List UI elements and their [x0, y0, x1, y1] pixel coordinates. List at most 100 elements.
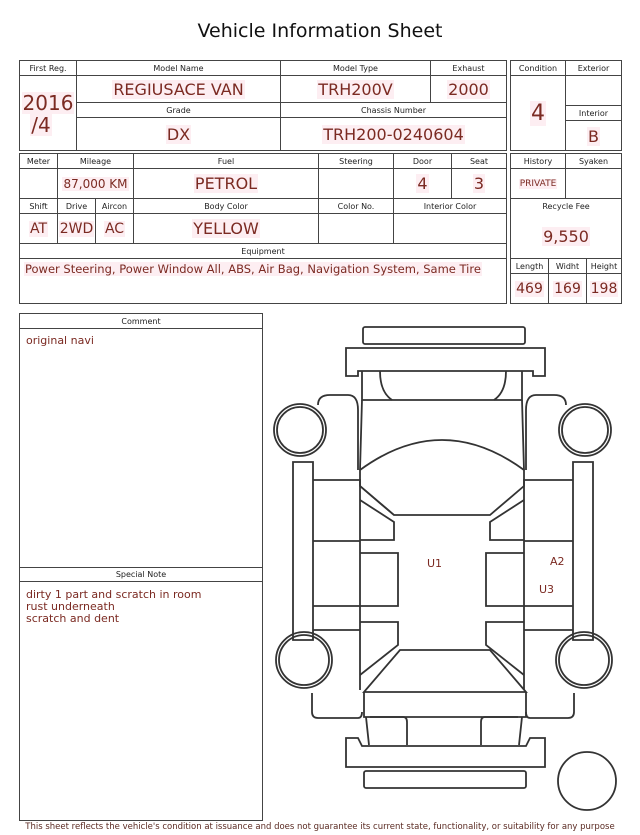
model-name-label: Model Name — [77, 61, 281, 76]
first-reg-month: /4 — [30, 112, 52, 137]
grade-label: Grade — [77, 103, 281, 118]
shift-label: Shift — [20, 199, 58, 214]
aircon-label: Aircon — [96, 199, 134, 214]
basic-info-box: First Reg. 2016 /4 Model Name REGIUSACE … — [19, 60, 507, 151]
rear-left-wheel — [275, 631, 333, 689]
height-value: 198 — [589, 280, 619, 297]
right-doors — [523, 479, 573, 690]
side-sills — [292, 461, 594, 641]
fuel-label: Fuel — [134, 154, 319, 169]
headlights — [379, 370, 507, 401]
meter-label: Meter — [20, 154, 58, 169]
first-reg-year: 2016 — [21, 90, 75, 115]
special-note-line: rust underneath — [26, 600, 115, 613]
interior-color-value — [394, 214, 506, 244]
front-right-wheel — [558, 403, 612, 457]
interior-label: Interior — [566, 106, 621, 121]
front-left-wheel-inner — [276, 406, 324, 454]
color-no-label: Color No. — [319, 199, 394, 214]
damage-mark-u1: U1 — [427, 557, 443, 570]
model-type-label: Model Type — [281, 61, 431, 76]
spec-box: Meter Mileage 87,000 KM Fuel PETROL Stee… — [19, 153, 507, 304]
condition-value: 4 — [511, 76, 566, 151]
length-value: 469 — [511, 274, 549, 303]
comment-label: Comment — [20, 314, 262, 329]
special-note-label: Special Note — [20, 567, 262, 582]
width-value: 169 — [549, 274, 587, 303]
front-bumper — [345, 347, 546, 377]
seat-label: Seat — [452, 154, 506, 169]
width-label: Widht — [549, 259, 587, 274]
length-label: Length — [511, 259, 549, 274]
rear-hatch — [363, 692, 527, 718]
chassis-number-label: Chassis Number — [281, 103, 506, 118]
exhaust-label: Exhaust — [431, 61, 506, 76]
first-reg-value: 2016 /4 — [20, 76, 77, 151]
chassis-number-value: TRH200-0240604 — [322, 125, 465, 144]
interior-color-label: Interior Color — [394, 199, 506, 214]
comment-box: Comment original navi Special Note dirty… — [19, 313, 263, 821]
rear-left-wheel-inner — [278, 634, 330, 686]
history-label: History — [511, 154, 566, 169]
steering-label: Steering — [319, 154, 394, 169]
a-pillars — [359, 399, 525, 471]
damage-mark-u3: U3 — [539, 583, 555, 596]
syaken-value — [566, 169, 621, 199]
condition-label: Condition — [511, 61, 566, 76]
rear-right-wheel-inner — [558, 634, 610, 686]
hood — [361, 371, 523, 401]
meter-value — [20, 169, 58, 199]
door-label: Door — [394, 154, 452, 169]
fuel-value: PETROL — [134, 169, 319, 199]
mileage-value: 87,000 KM — [58, 169, 134, 199]
windshield — [359, 439, 525, 516]
front-bumper-bar — [362, 326, 526, 345]
equipment-label: Equipment — [20, 244, 506, 259]
equipment-value: Power Steering, Power Window All, ABS, A… — [24, 262, 482, 276]
color-no-value — [319, 214, 394, 244]
height-label: Height — [587, 259, 621, 274]
first-reg-label: First Reg. — [20, 61, 77, 76]
spare-tire — [557, 751, 617, 811]
rear-door-windows — [360, 552, 524, 607]
comment-line: original navi — [26, 334, 94, 347]
exhaust-value: 2000 — [431, 76, 506, 103]
history-value: PRIVATE — [511, 169, 566, 199]
exterior-label: Exterior — [566, 61, 621, 76]
special-note-line: dirty 1 part and scratch in room — [26, 588, 202, 601]
door-value: 4 — [394, 169, 452, 199]
page-title: Vehicle Information Sheet — [197, 20, 443, 42]
front-right-wheel-inner — [561, 406, 609, 454]
body-color-label: Body Color — [134, 199, 319, 214]
interior-value: B — [587, 126, 600, 146]
rear-bumper — [345, 737, 546, 768]
condition-box: Condition 4 Exterior Interior B — [510, 60, 622, 151]
disclaimer-footer: This sheet reflects the vehicle's condit… — [25, 822, 615, 832]
drive-label: Drive — [58, 199, 96, 214]
aircon-value: AC — [96, 214, 134, 244]
syaken-label: Syaken — [566, 154, 621, 169]
body-color-value: YELLOW — [134, 214, 319, 244]
grade-value: DX — [77, 118, 281, 151]
shift-value: AT — [20, 214, 58, 244]
mileage-label: Mileage — [58, 154, 134, 169]
front-door-windows — [359, 499, 525, 541]
recycle-fee-value: 9,550 — [511, 214, 621, 259]
recycle-fee-label: Recycle Fee — [542, 202, 590, 211]
drive-value: 2WD — [58, 214, 96, 244]
model-name-value: REGIUSACE VAN — [77, 76, 281, 103]
tail-lights — [365, 716, 523, 746]
left-doors — [313, 479, 361, 690]
windshield-edge — [359, 485, 395, 516]
damage-mark-a2: A2 — [550, 555, 565, 568]
exterior-value — [566, 76, 621, 106]
rear-bumper-bar — [363, 770, 527, 789]
front-left-wheel — [273, 403, 327, 457]
rear-right-wheel — [555, 631, 613, 689]
quarter-windows — [359, 621, 525, 676]
steering-value — [319, 169, 394, 199]
special-note-line: scratch and dent — [26, 612, 120, 625]
seat-value: 3 — [452, 169, 506, 199]
